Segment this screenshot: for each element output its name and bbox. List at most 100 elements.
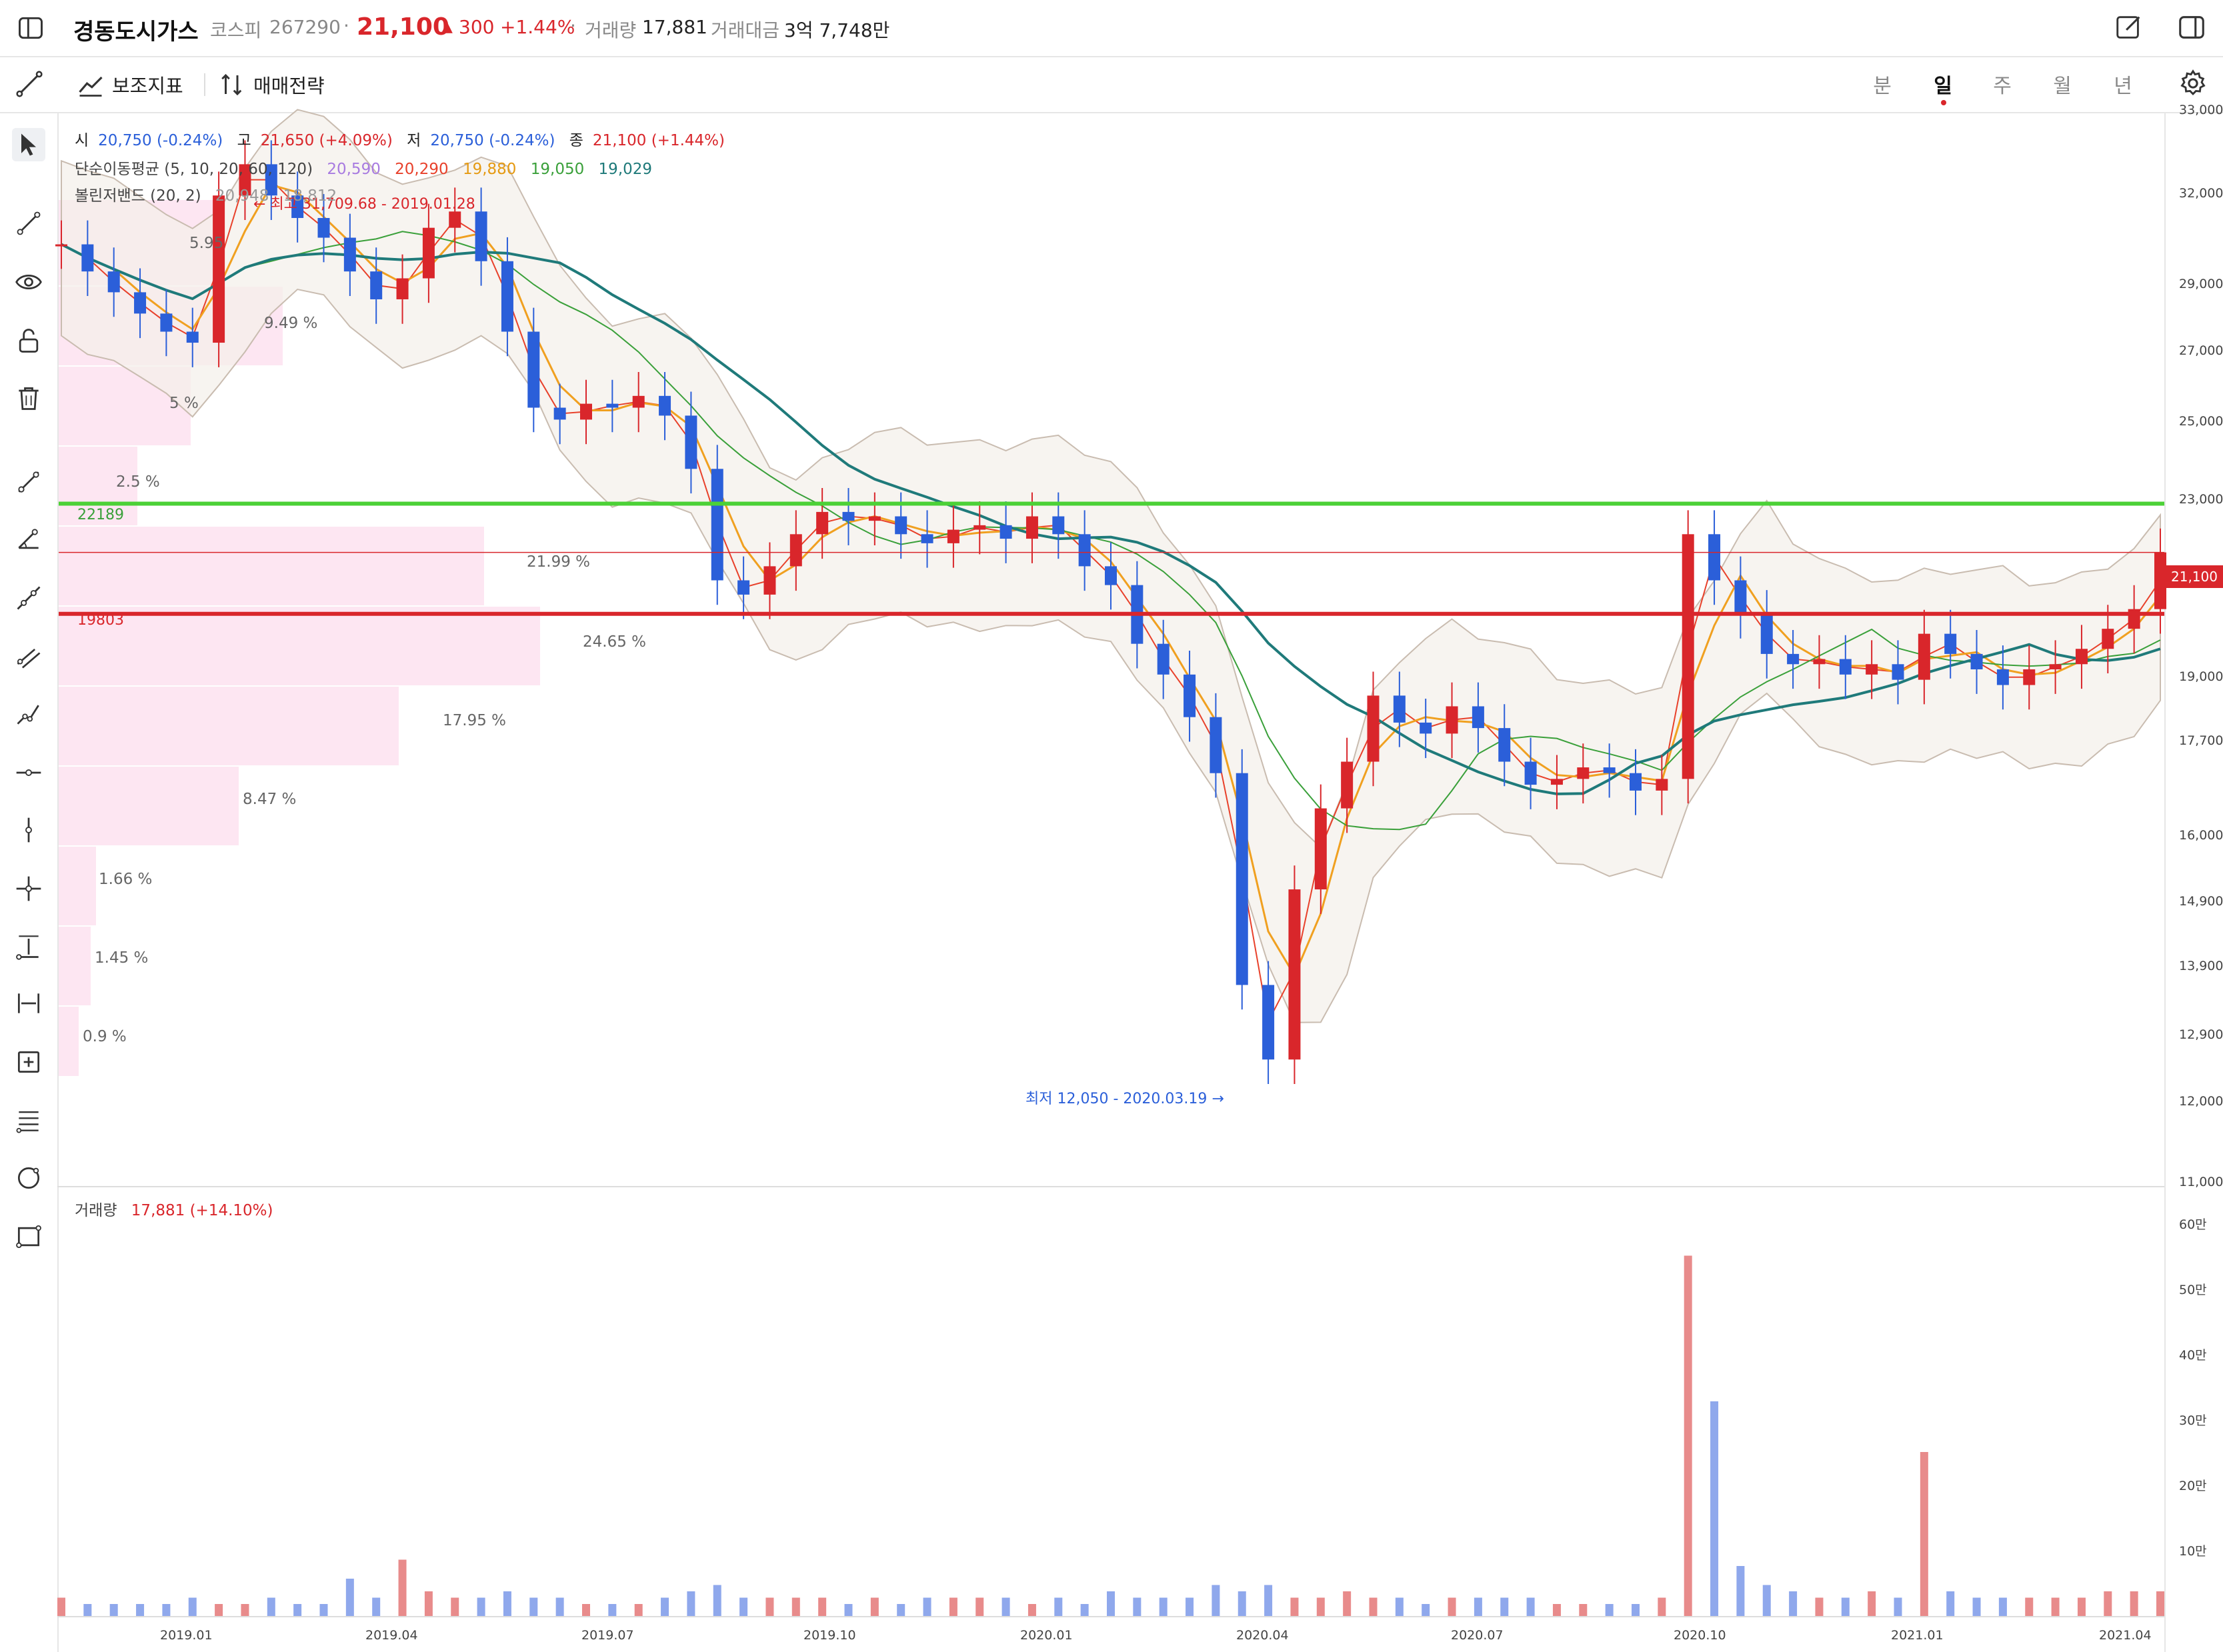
trash-icon[interactable] (12, 381, 45, 415)
volume-bar (1526, 1597, 1535, 1617)
circle-tool-icon[interactable] (12, 1161, 45, 1195)
volume-legend: 거래량 17,881 (+14.10%) (75, 1197, 283, 1220)
volume-profile-label: 0.9 % (83, 1028, 127, 1045)
volume-bar (1343, 1591, 1352, 1617)
polyline-icon[interactable] (12, 697, 45, 731)
candle (947, 529, 959, 543)
price-tick: 12,000 (2179, 1094, 2223, 1109)
volume-bar (713, 1585, 721, 1617)
volume-bar (1710, 1401, 1719, 1617)
current-price: 21,100 (357, 13, 449, 41)
extended-line-icon[interactable] (12, 581, 45, 615)
volume-bar (188, 1597, 197, 1617)
candle (1734, 580, 1747, 614)
volume-bar (1815, 1597, 1824, 1617)
volume-bar (398, 1559, 407, 1617)
volume-tick: 30만 (2179, 1413, 2207, 1428)
eye-icon[interactable] (12, 265, 45, 299)
angle-line-icon[interactable] (12, 523, 45, 556)
horizontal-line-icon[interactable] (12, 756, 45, 789)
volume-bar (2156, 1591, 2164, 1617)
panel-toggle-icon[interactable] (2176, 12, 2207, 43)
candle (81, 244, 94, 272)
candle (1236, 773, 1248, 985)
cursor-icon[interactable] (12, 128, 45, 161)
candle (1603, 767, 1616, 773)
volume-bar (1290, 1597, 1299, 1617)
crosshair-icon[interactable] (12, 872, 45, 905)
candle (553, 407, 566, 420)
period-year-tab[interactable]: 년 (2114, 75, 2132, 98)
open-label: 시 (75, 132, 89, 149)
candle (1420, 722, 1432, 734)
candle (1892, 664, 1904, 680)
period-day-tab[interactable]: 일 (1934, 75, 1952, 98)
volume-value: 17,881 (642, 16, 707, 38)
price-tick: 19,000 (2179, 669, 2223, 684)
volume-tick: 10만 (2179, 1544, 2207, 1559)
price-tick: 12,900 (2179, 1027, 2223, 1042)
price-tick: 16,000 (2179, 828, 2223, 843)
candle (422, 227, 435, 279)
edit-icon[interactable] (2114, 12, 2144, 43)
date-range-icon[interactable] (12, 987, 45, 1020)
strategy-button[interactable]: 매매전략 (219, 69, 325, 100)
volume-bar (661, 1597, 669, 1617)
ma10-value: 20,290 (395, 161, 449, 178)
candle (1630, 773, 1642, 791)
rectangle-tool-icon[interactable] (12, 1220, 45, 1253)
volume-bar (529, 1597, 538, 1617)
volume-bar (2025, 1597, 2034, 1617)
fibonacci-icon[interactable] (12, 1104, 45, 1137)
bb-legend[interactable]: 볼린저밴드 (20, 2) 20,948 18,812 (75, 183, 346, 205)
volume-bar (1736, 1566, 1745, 1617)
volume-bar (1579, 1604, 1588, 1617)
settings-gear-icon[interactable] (2178, 68, 2208, 99)
price-tick: 17,700 (2179, 733, 2223, 748)
price-tick: 27,000 (2179, 343, 2223, 358)
candle (1550, 779, 1563, 785)
trendline-icon[interactable] (12, 207, 45, 240)
date-tick: 2020.04 (1236, 1628, 1289, 1643)
price-range-icon[interactable] (12, 929, 45, 963)
volume-profile-bar (59, 607, 540, 685)
candle (239, 164, 251, 196)
strategy-label: 매매전략 (253, 75, 325, 97)
price-axis[interactable] (2164, 113, 2223, 1652)
ma60-line (61, 231, 2161, 831)
draw-line-icon[interactable] (15, 69, 44, 99)
candle (107, 271, 120, 293)
stock-name: 경동도시가스 (73, 19, 199, 45)
unlock-icon[interactable] (12, 324, 45, 357)
parallel-channel-icon[interactable] (12, 640, 45, 673)
volume-bar (1500, 1597, 1509, 1617)
candle (606, 403, 619, 408)
candle (1446, 706, 1458, 734)
sidebar-toggle-icon[interactable] (16, 13, 45, 43)
market-name: 코스피 (210, 19, 262, 41)
price-tick: 23,000 (2179, 492, 2223, 507)
candle (868, 516, 881, 521)
volume-bar (2130, 1591, 2138, 1617)
period-minute-tab[interactable]: 분 (1873, 75, 1892, 98)
candle (55, 244, 67, 247)
price-tick: 25,000 (2179, 414, 2223, 429)
candle (1157, 643, 1170, 675)
period-week-tab[interactable]: 주 (1993, 75, 2012, 98)
candle (921, 534, 933, 543)
ray-line-icon[interactable] (12, 465, 45, 499)
add-note-icon[interactable] (12, 1045, 45, 1079)
volume-bar (1946, 1591, 1955, 1617)
volume-bar (975, 1597, 984, 1617)
candle (1025, 516, 1038, 539)
ma-legend[interactable]: 단순이동평균 (5, 10, 20, 60, 120) 20,590 20,29… (75, 156, 661, 179)
indicators-button[interactable]: 보조지표 (76, 69, 183, 100)
volume-bar (1027, 1604, 1036, 1617)
vertical-line-icon[interactable] (12, 813, 45, 847)
candle (816, 511, 829, 535)
candle (685, 415, 697, 469)
candle (632, 395, 645, 408)
period-month-tab[interactable]: 월 (2053, 75, 2072, 98)
high-note-text: 최고 31,709.68 - 2019.01.28 (270, 196, 475, 213)
